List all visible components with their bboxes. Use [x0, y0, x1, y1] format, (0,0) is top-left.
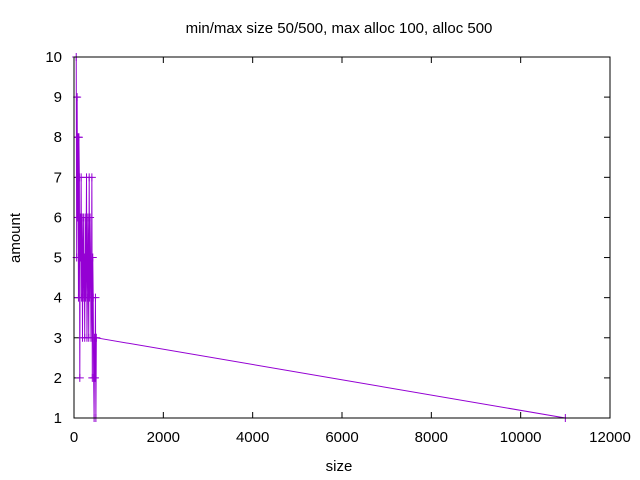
x-tick-label: 2000: [147, 429, 180, 446]
data-point: [90, 373, 99, 382]
chart-title: min/max size 50/500, max alloc 100, allo…: [186, 20, 493, 37]
y-tick-label: 1: [54, 410, 62, 427]
y-tick-label: 10: [45, 49, 62, 66]
y-tick-label: 5: [54, 250, 62, 267]
data-point: [74, 133, 83, 142]
data-point: [91, 293, 100, 302]
series-layer: [72, 53, 570, 422]
data-point: [87, 173, 96, 182]
y-tick-label: 8: [54, 129, 62, 146]
x-tick-label: 12000: [589, 429, 631, 446]
plot-frame: [73, 56, 611, 419]
x-tick-label: 4000: [236, 429, 269, 446]
data-point: [92, 333, 101, 342]
y-tick-label: 3: [54, 330, 62, 347]
x-axis-label: size: [326, 458, 353, 475]
x-tick-label: 10000: [500, 429, 542, 446]
y-tick-label: 2: [54, 370, 62, 387]
y-tick-label: 9: [54, 89, 62, 106]
y-tick-label: 7: [54, 169, 62, 186]
data-point: [86, 213, 95, 222]
y-axis-label: amount: [7, 212, 24, 263]
y-tick-label: 4: [54, 290, 62, 307]
x-tick-label: 6000: [325, 429, 358, 446]
x-tick-label: 8000: [415, 429, 448, 446]
axis-ticks: 0 2000 4000 6000 8000 10000 12000 1 2 3 4 5 6 7 8 9 10: [45, 49, 631, 446]
data-point: [88, 253, 97, 262]
x-tick-label: 0: [70, 429, 78, 446]
y-tick-label: 6: [54, 209, 62, 226]
data-point: [75, 373, 84, 382]
